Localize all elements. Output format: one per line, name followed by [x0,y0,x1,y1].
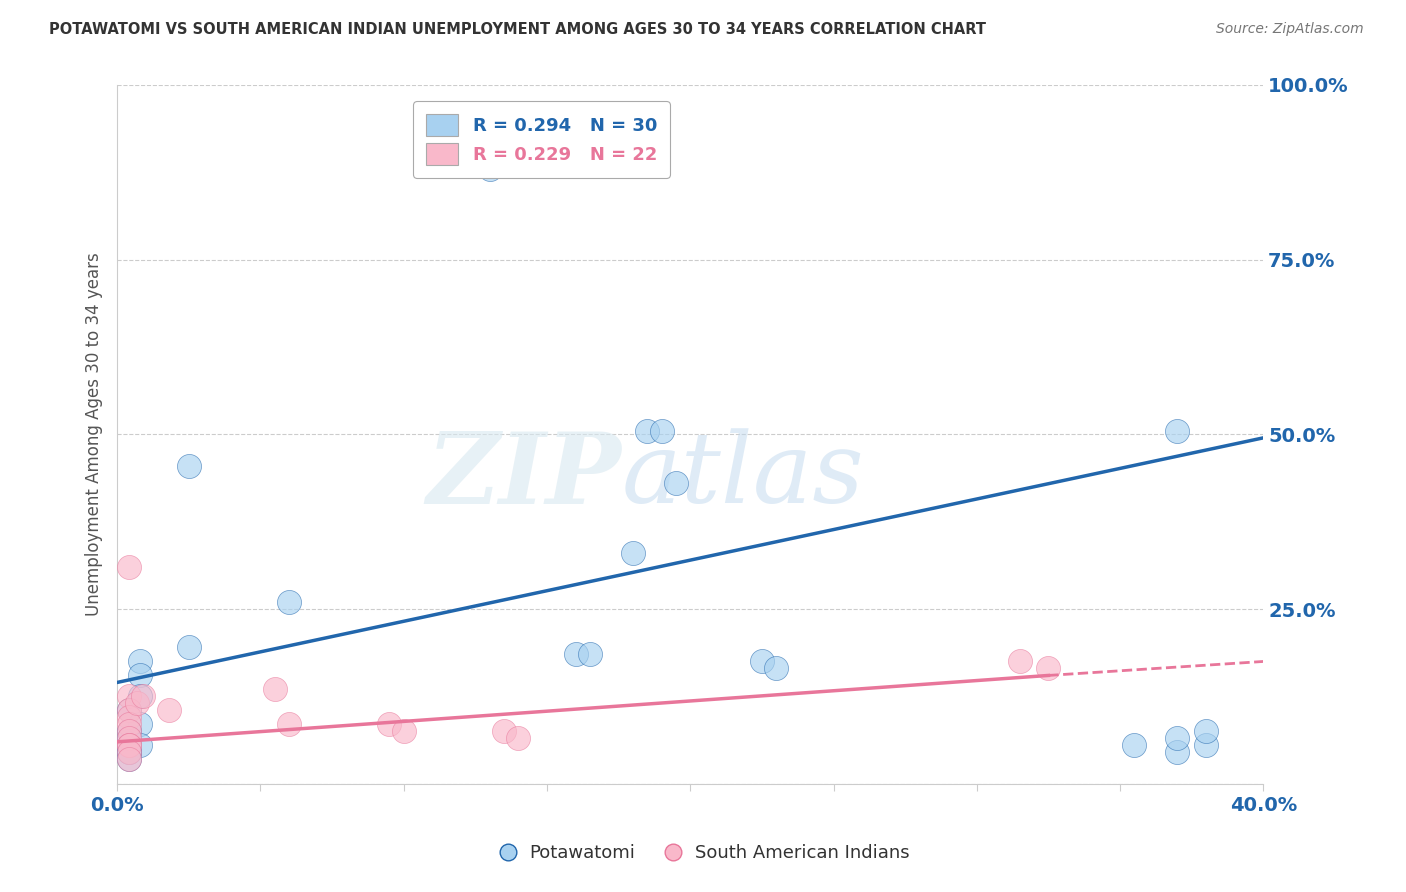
Point [579,648,602,662]
Point [118,739,141,753]
Point [478,161,501,176]
Point [1123,739,1146,753]
Point [651,424,673,438]
Point [1195,739,1218,753]
Legend: R = 0.294   N = 30, R = 0.229   N = 22: R = 0.294 N = 30, R = 0.229 N = 22 [413,101,669,178]
Point [118,731,141,746]
Point [1166,731,1188,746]
Point [1008,655,1031,669]
Point [157,703,180,717]
Text: ZIP: ZIP [426,428,621,524]
Point [278,595,301,609]
Point [278,717,301,731]
Point [118,739,141,753]
Point [118,690,141,704]
Point [118,724,141,739]
Point [508,731,530,746]
Point [129,739,152,753]
Point [1038,661,1060,675]
Point [118,739,141,753]
Point [263,682,285,697]
Point [129,690,152,704]
Point [665,476,688,491]
Point [129,655,152,669]
Text: atlas: atlas [621,429,865,524]
Point [492,724,515,739]
Point [129,668,152,682]
Point [118,710,141,724]
Point [118,745,141,759]
Legend: Potawatomi, South American Indians: Potawatomi, South American Indians [489,838,917,870]
Point [118,717,141,731]
Point [564,648,586,662]
Point [177,458,200,473]
Point [118,703,141,717]
Point [636,424,658,438]
Point [118,703,141,717]
Point [621,546,644,560]
Point [127,697,149,711]
Point [118,560,141,574]
Point [1195,724,1218,739]
Point [1166,424,1188,438]
Point [118,752,141,766]
Point [118,745,141,759]
Point [132,690,155,704]
Point [129,717,152,731]
Point [1166,745,1188,759]
Point [765,661,787,675]
Text: POTAWATOMI VS SOUTH AMERICAN INDIAN UNEMPLOYMENT AMONG AGES 30 TO 34 YEARS CORRE: POTAWATOMI VS SOUTH AMERICAN INDIAN UNEM… [49,22,986,37]
Point [118,724,141,739]
Point [378,717,401,731]
Point [751,655,773,669]
Point [177,640,200,655]
Y-axis label: Unemployment Among Ages 30 to 34 years: Unemployment Among Ages 30 to 34 years [86,252,103,616]
Text: Source: ZipAtlas.com: Source: ZipAtlas.com [1216,22,1364,37]
Point [118,731,141,746]
Point [392,724,415,739]
Point [118,745,141,759]
Point [118,752,141,766]
